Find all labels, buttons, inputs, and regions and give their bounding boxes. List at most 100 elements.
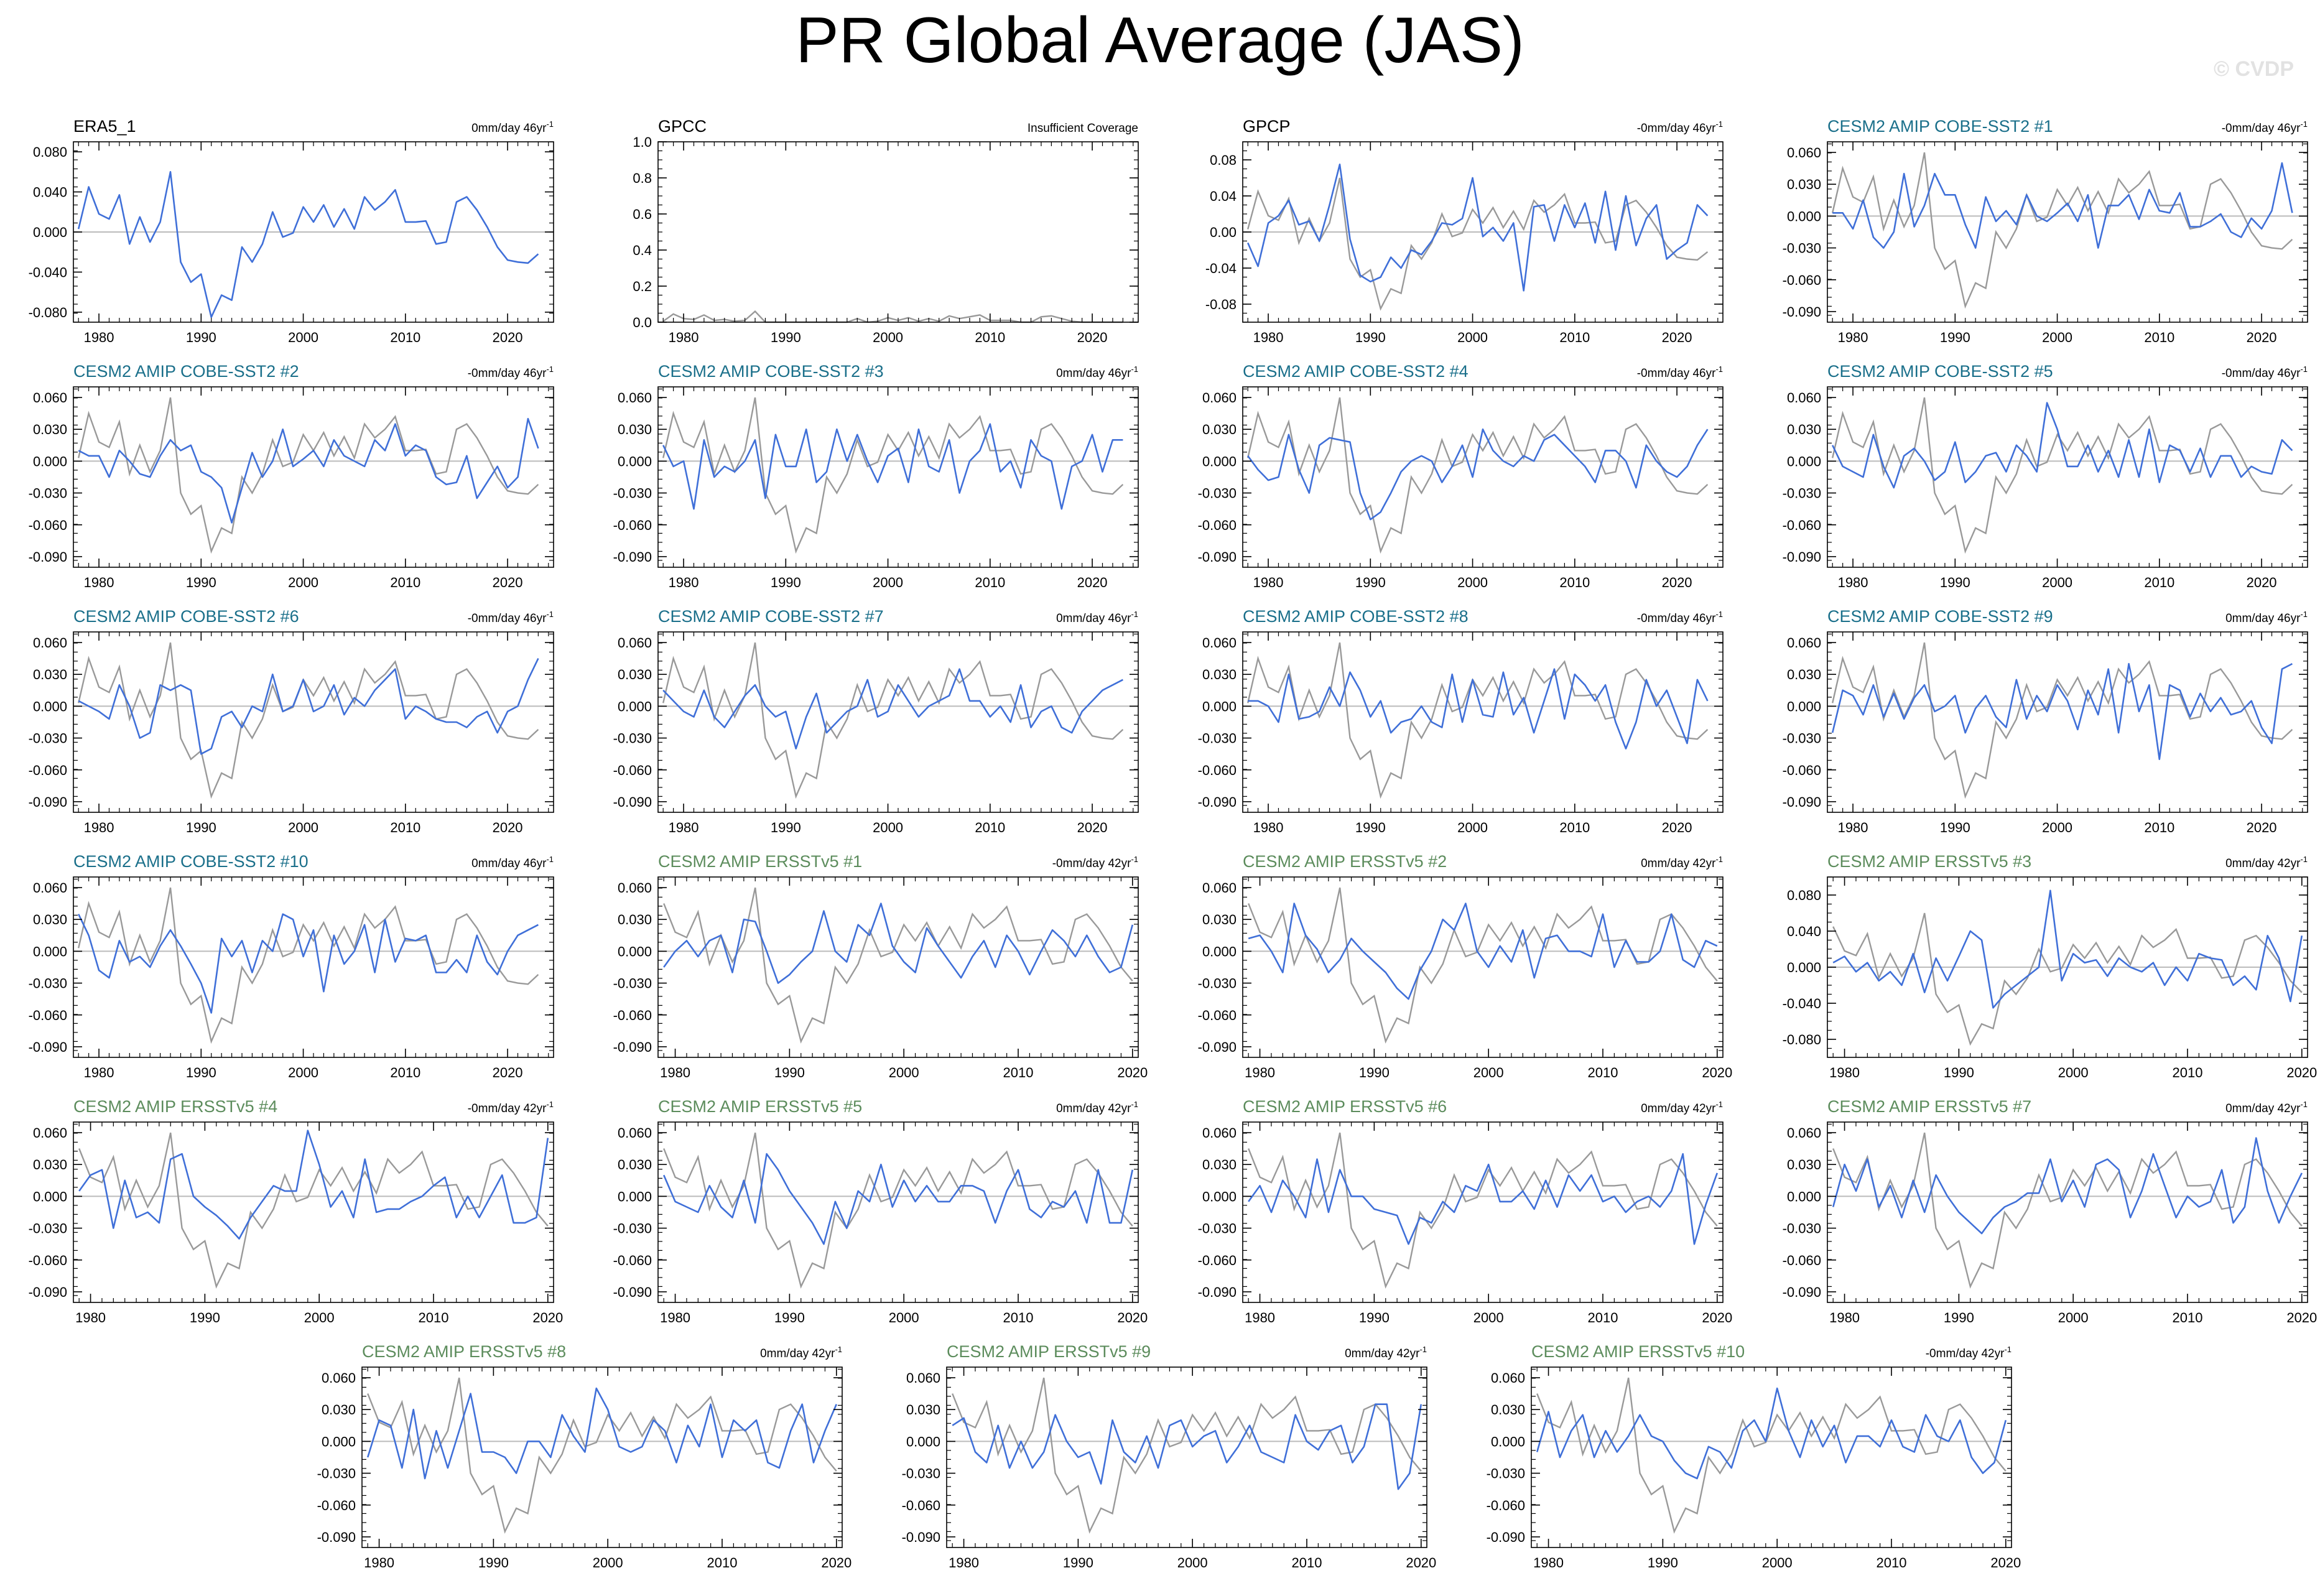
panel-title: GPCC [658,117,707,136]
x-tick-label: 2010 [390,820,420,835]
y-tick-label: 0.000 [1787,453,1821,469]
reference-series-line [662,397,1124,554]
x-tick-label: 2010 [1588,1310,1618,1325]
panel-2: GPCC Insufficient Coverage 1.0 0.8 0.6 0.4 0.2… [633,117,1139,345]
y-tick-label: -0.090 [613,549,652,565]
x-tick-label: 2000 [2042,820,2072,835]
model-series-line [1247,428,1709,521]
y-tick-label: 0.000 [906,1434,940,1449]
x-tick-label: 1980 [669,575,699,590]
panel-23: CESM2 AMIP ERSSTv5 #10 -0mm/day 42yr-1 0.0… [1487,1342,2021,1570]
panel-17: CESM2 AMIP ERSSTv5 #4 -0mm/day 42yr-1 0.06… [29,1097,564,1325]
y-tick-label: -0.04 [1205,261,1237,276]
page-title: PR Global Average (JAS) [796,4,1524,77]
y-tick-label: 0.030 [1787,667,1821,682]
x-tick-label: 2010 [975,575,1005,590]
y-tick-label: 0.030 [618,1157,652,1172]
trend-exponent: -1 [1131,855,1138,864]
x-tick-label: 1990 [1355,330,1386,345]
y-tick-label: 0.4 [633,243,652,258]
trend-exponent: -1 [1131,364,1138,374]
x-tick-label: 1990 [186,330,216,345]
y-tick-label: -0.090 [1783,1284,1821,1300]
reference-series-line [663,887,1133,1044]
y-tick-label: -0.030 [1487,1466,1525,1482]
x-tick-label: 2020 [821,1555,851,1570]
x-tick-label: 1990 [186,820,216,835]
x-tick-label: 2000 [288,1065,318,1080]
y-tick-label: -0.090 [1783,794,1821,810]
x-tick-label: 2010 [707,1555,738,1570]
trend-label: -0mm/day 46yr-1 [1637,119,1723,135]
panel-title: GPCP [1243,117,1291,136]
trend-label: 0mm/day 46yr-1 [1056,610,1138,625]
panel-title: CESM2 AMIP COBE-SST2 #9 [1827,607,2053,626]
panel-16: CESM2 AMIP ERSSTv5 #3 0mm/day 42yr-1 0.080… [1783,852,2318,1080]
model-series-line [78,658,539,755]
panel-19: CESM2 AMIP ERSSTv5 #6 0mm/day 42yr-1 0.060… [1198,1097,1733,1325]
trend-exponent: -1 [546,119,554,129]
y-tick-label: 0.060 [1202,1125,1237,1141]
trend-exponent: -1 [2300,119,2308,129]
y-tick-label: 0.030 [33,912,67,927]
reference-series-line [1247,642,1709,799]
y-tick-label: 0.060 [33,880,67,896]
y-tick-label: -0.030 [1783,241,1821,256]
panel-21: CESM2 AMIP ERSSTv5 #8 0mm/day 42yr-1 0.060… [317,1342,852,1570]
trend-label: 0mm/day 42yr-1 [1641,855,1723,870]
y-tick-label: 0.030 [1202,912,1237,927]
y-tick-label: 0.060 [1787,1125,1821,1141]
y-tick-label: -0.090 [613,1284,652,1300]
trend-exponent: -1 [2300,855,2308,864]
trend-exponent: -1 [1131,1100,1138,1109]
panel-12: CESM2 AMIP COBE-SST2 #9 0mm/day 46yr-1 0.0… [1783,607,2308,835]
y-tick-label: 0.060 [1202,635,1237,651]
x-tick-label: 2020 [493,820,523,835]
plot-frame [1827,1121,2308,1303]
plot-frame [1242,1121,1724,1303]
y-tick-label: 0.000 [33,698,67,714]
x-tick-label: 1980 [1838,575,1868,590]
x-tick-label: 1980 [1245,1065,1275,1080]
panel-title: CESM2 AMIP COBE-SST2 #4 [1243,362,1469,381]
trend-exponent: -1 [2300,1100,2308,1109]
y-tick-label: 0.060 [1491,1370,1525,1386]
panel-title: ERA5_1 [73,117,136,136]
x-tick-label: 2020 [2247,330,2277,345]
x-tick-label: 1990 [1940,330,1970,345]
trend-label: Insufficient Coverage [1028,122,1138,135]
x-tick-label: 2010 [419,1310,449,1325]
trend-exponent: -1 [1715,119,1723,129]
x-tick-label: 2020 [1662,575,1692,590]
plot-frame [1242,386,1724,568]
panel-title: CESM2 AMIP ERSSTv5 #7 [1827,1097,2031,1116]
panel-title: CESM2 AMIP COBE-SST2 #5 [1827,362,2053,381]
x-tick-label: 2020 [1990,1555,2021,1570]
model-series-line [1832,889,2303,1009]
y-tick-label: -0.060 [613,1253,652,1268]
y-tick-label: -0.030 [613,486,652,501]
x-tick-label: 1980 [1533,1555,1564,1570]
panel-14: CESM2 AMIP ERSSTv5 #1 -0mm/day 42yr-1 0.06… [613,852,1148,1080]
trend-exponent: -1 [1131,610,1138,619]
trend-exponent: -1 [1715,1100,1723,1109]
x-tick-label: 2020 [1662,330,1692,345]
panel-13: CESM2 AMIP COBE-SST2 #10 0mm/day 46yr-1 0.… [29,852,554,1080]
x-tick-label: 2010 [390,1065,420,1080]
reference-series-line [78,642,539,799]
y-tick-label: -0.090 [29,1284,67,1300]
x-tick-label: 1990 [1648,1555,1678,1570]
x-tick-label: 2020 [493,330,523,345]
panel-title: CESM2 AMIP COBE-SST2 #8 [1243,607,1469,626]
y-tick-label: -0.040 [29,264,67,280]
x-tick-label: 2010 [2144,820,2174,835]
x-tick-label: 2010 [1292,1555,1322,1570]
y-tick-label: 0.030 [33,667,67,682]
y-tick-label: -0.090 [613,1039,652,1055]
model-series-line [78,1130,549,1240]
x-tick-label: 1980 [1253,820,1284,835]
x-tick-label: 1990 [190,1310,220,1325]
reference-series-line [78,397,539,554]
x-tick-label: 2020 [2247,820,2277,835]
x-tick-label: 2000 [873,820,903,835]
